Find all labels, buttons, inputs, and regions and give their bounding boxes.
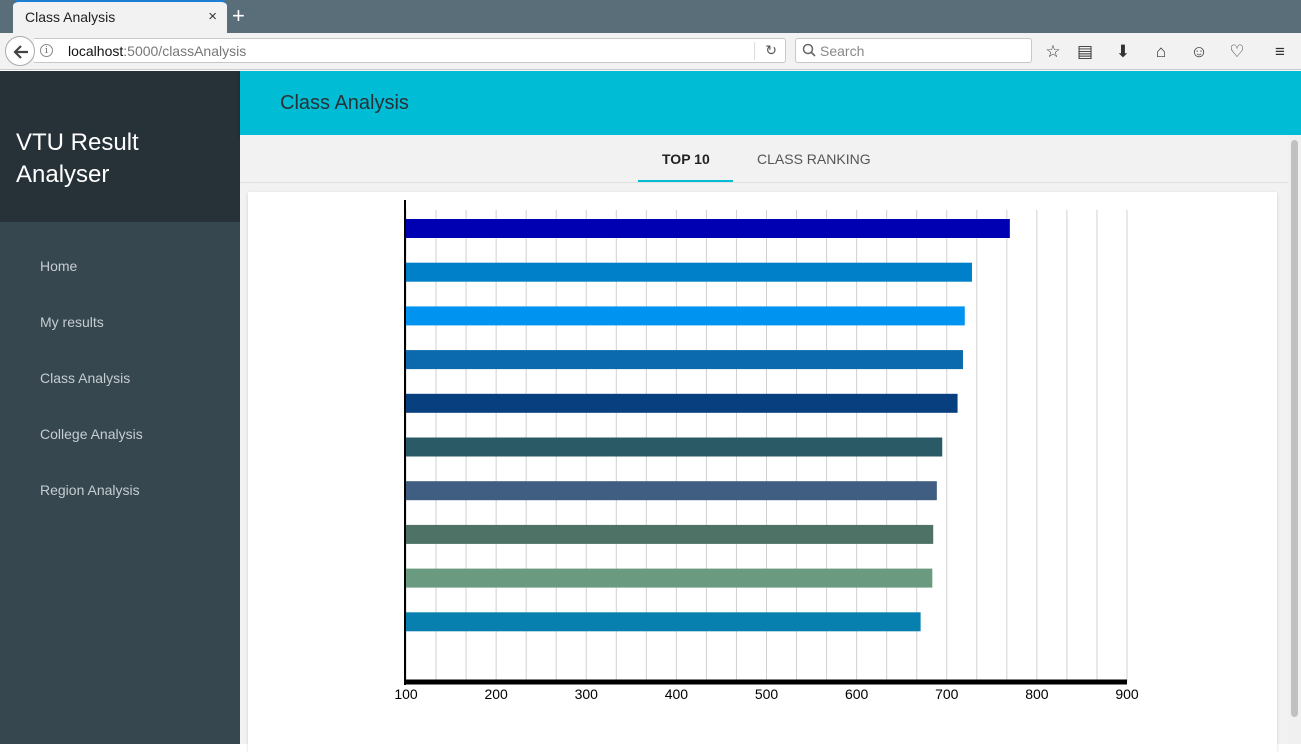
browser-tab-title: Class Analysis — [25, 9, 116, 25]
page-title: Class Analysis — [280, 92, 409, 114]
main-content: TOP 10 CLASS RANKING 100 200 300 400 500 600 7… — [240, 135, 1288, 752]
bar — [406, 612, 921, 632]
app-bar: Class Analysis — [240, 71, 1301, 135]
url-path: :5000/classAnalysis — [123, 43, 247, 59]
sidebar-item-class-analysis[interactable]: Class Analysis — [40, 370, 131, 386]
bar — [406, 568, 933, 588]
url-text[interactable]: localhost:5000/classAnalysis — [68, 43, 246, 59]
bar — [406, 306, 965, 326]
x-tick-label: 700 — [935, 686, 959, 702]
chat-icon[interactable]: ☺ — [1190, 42, 1208, 61]
bar — [406, 262, 972, 282]
search-bar[interactable]: Search — [795, 38, 1032, 63]
bar — [406, 481, 937, 501]
bookmark-star-icon[interactable]: ☆ — [1045, 42, 1061, 61]
bar — [406, 437, 943, 457]
reload-icon[interactable]: ↻ — [765, 42, 777, 58]
tab-top-10[interactable]: TOP 10 — [662, 151, 710, 167]
scrollbar-thumb[interactable] — [1291, 140, 1298, 717]
x-tick-label: 100 — [394, 686, 418, 702]
active-tab-indicator — [638, 180, 733, 182]
bar — [406, 219, 1010, 238]
tab-class-ranking[interactable]: CLASS RANKING — [757, 151, 871, 167]
sidebar-item-my-results[interactable]: My results — [40, 314, 104, 330]
chart-card: 100 200 300 400 500 600 700 800 900 — [248, 192, 1277, 752]
search-input[interactable]: Search — [820, 43, 865, 59]
app-title: VTU Result Analyser — [16, 129, 139, 188]
pocket-icon[interactable]: ♡ — [1229, 42, 1245, 61]
address-bar[interactable]: i localhost:5000/classAnalysis ↻ — [34, 38, 786, 63]
url-divider — [754, 42, 755, 60]
bar — [406, 350, 963, 370]
url-host: localhost — [68, 43, 124, 59]
x-tick-label: 500 — [755, 686, 779, 702]
browser-toolbar: i localhost:5000/classAnalysis ↻ Search … — [0, 33, 1301, 70]
x-tick-label: 900 — [1115, 686, 1139, 702]
tab-bar: TOP 10 CLASS RANKING — [240, 135, 1288, 183]
close-tab-icon[interactable]: × — [208, 8, 217, 25]
browser-tab[interactable]: Class Analysis × — [13, 0, 227, 33]
x-tick-label: 400 — [665, 686, 689, 702]
sidebar-item-college-analysis[interactable]: College Analysis — [40, 426, 143, 442]
info-icon[interactable]: i — [40, 44, 53, 57]
sidebar: VTU Result Analyser Home My results Clas… — [0, 71, 240, 744]
x-tick-label: 600 — [845, 686, 869, 702]
bar — [406, 393, 958, 413]
back-arrow-icon — [13, 45, 28, 59]
menu-icon[interactable]: ≡ — [1275, 42, 1285, 61]
sidebar-item-region-analysis[interactable]: Region Analysis — [40, 482, 140, 498]
bar-chart: 100 200 300 400 500 600 700 800 900 — [394, 200, 1139, 702]
brand-panel: VTU Result Analyser — [0, 71, 240, 222]
home-icon[interactable]: ⌂ — [1155, 42, 1167, 61]
sidebar-item-home[interactable]: Home — [40, 258, 78, 274]
scrollbar[interactable] — [1288, 135, 1301, 744]
search-icon — [802, 43, 816, 57]
x-tick-label: 200 — [484, 686, 508, 702]
back-button[interactable] — [5, 36, 35, 66]
browser-tab-strip: Class Analysis × + — [0, 0, 1301, 33]
new-tab-icon[interactable]: + — [232, 3, 245, 28]
x-tick-label: 300 — [575, 686, 599, 702]
download-icon[interactable]: ⬇ — [1115, 42, 1131, 61]
reading-list-icon[interactable]: ▤ — [1076, 42, 1094, 61]
bar — [406, 524, 934, 544]
x-tick-label: 800 — [1025, 686, 1049, 702]
